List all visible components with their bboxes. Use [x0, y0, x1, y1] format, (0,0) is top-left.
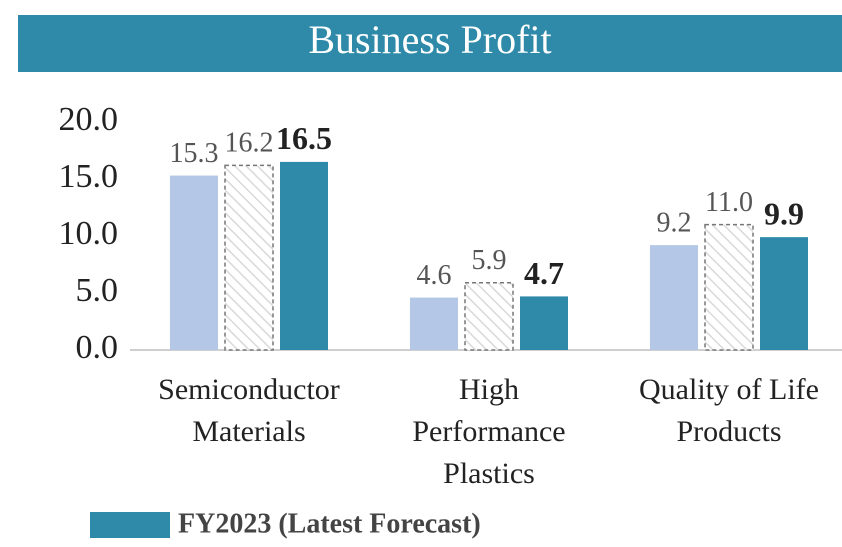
bar: [224, 164, 274, 351]
bar: [650, 245, 698, 350]
bar: [760, 237, 808, 350]
value-label: 9.2: [657, 208, 692, 239]
bar: [704, 223, 754, 351]
chart-title: Business Profit: [308, 17, 551, 62]
bar: [280, 161, 328, 350]
value-label: 5.9: [472, 245, 507, 276]
bar: [170, 175, 218, 350]
bar: [520, 296, 568, 350]
value-label: 4.6: [417, 260, 452, 291]
y-tick-label: 10.0: [59, 215, 119, 252]
bar: [410, 297, 458, 350]
legend-label: FY2023 (Latest Forecast): [178, 508, 481, 539]
x-tick-label: Quality of Life Products: [639, 373, 819, 448]
bar: [464, 281, 514, 351]
value-label: 15.3: [170, 138, 219, 169]
legend-swatch: [90, 512, 170, 538]
value-label: 4.7: [524, 255, 564, 291]
value-label: 16.5: [276, 120, 332, 156]
value-label: 11.0: [705, 187, 753, 218]
y-tick-label: 15.0: [59, 158, 119, 195]
title-bar: [18, 15, 842, 72]
y-tick-label: 0.0: [76, 329, 119, 366]
y-tick-label: 5.0: [76, 272, 119, 309]
value-label: 9.9: [764, 195, 804, 231]
y-tick-label: 20.0: [59, 101, 119, 138]
x-tick-label: Semiconductor Materials: [158, 373, 340, 448]
value-label: 16.2: [225, 128, 274, 159]
x-tick-label: High Performance Plastics: [412, 373, 565, 490]
